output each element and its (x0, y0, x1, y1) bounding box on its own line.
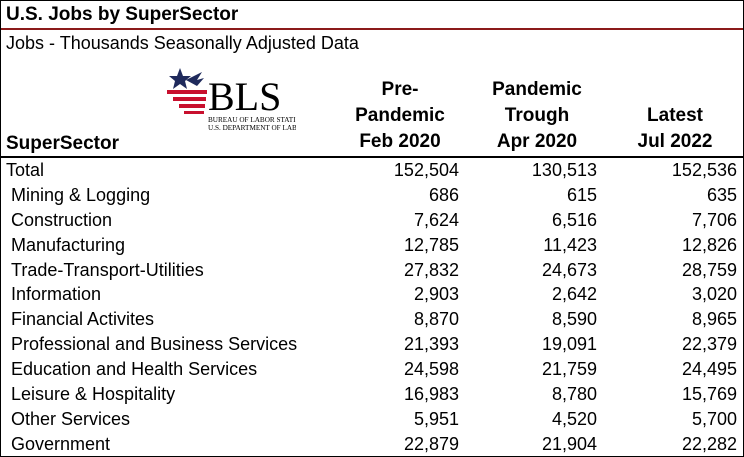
logo-wing (186, 72, 204, 86)
pandemic-trough-cell: 24,673 (541, 259, 597, 280)
header-pre-line-1: Pre- (381, 79, 419, 100)
table-subtitle: Jobs - Thousands Seasonally Adjusted Dat… (6, 33, 359, 53)
bls-eagle-icon (167, 68, 207, 114)
latest-cell: 8,965 (691, 309, 737, 330)
header-trough-line-3: Apr 2020 (496, 131, 578, 152)
pre-pandemic-cell: 27,832 (403, 259, 459, 280)
latest-cell: 5,700 (691, 408, 737, 429)
pandemic-trough-cell: 615 (566, 184, 597, 205)
table-row: Manufacturing 12,785 11,423 12,826 (1, 233, 743, 258)
latest-cell: 635 (706, 184, 737, 205)
pre-pandemic-cell: 12,785 (403, 234, 459, 255)
table-body: Total 152,504 130,513 152,536 Mining & Loggi… (1, 158, 743, 457)
pandemic-trough-cell: 21,759 (541, 359, 597, 380)
sector-name-cell: Total (6, 160, 45, 180)
header-latest: Latest Jul 2022 (613, 77, 737, 155)
header-pre-pandemic: Pre- Pandemic Feb 2020 (341, 77, 459, 155)
latest-cell: 22,282 (681, 433, 737, 454)
header-pandemic-trough: Pandemic Trough Apr 2020 (475, 77, 599, 155)
table-row: Construction 7,624 6,516 7,706 (1, 208, 743, 233)
header-latest-line-1: Latest (647, 105, 703, 126)
sector-name-cell: Manufacturing (11, 234, 126, 255)
latest-cell: 152,536 (671, 160, 737, 180)
latest-cell: 24,495 (681, 359, 737, 380)
header-pre-line-3: Feb 2020 (359, 131, 441, 152)
pandemic-trough-cell: 19,091 (541, 334, 597, 355)
pre-pandemic-cell: 16,983 (403, 384, 459, 405)
logo-wordmark: BLS (208, 74, 281, 119)
logo-line-1: BUREAU OF LABOR STATISTICS (208, 116, 296, 124)
bls-logo: BLS BUREAU OF LABOR STATISTICS U.S. DEPA… (167, 68, 296, 132)
pre-pandemic-cell: 5,951 (413, 408, 459, 429)
sector-name-cell: Financial Activites (11, 309, 155, 330)
latest-cell: 12,826 (681, 234, 737, 255)
latest-cell: 28,759 (681, 259, 737, 280)
latest-cell: 7,706 (691, 209, 737, 230)
latest-cell: 22,379 (681, 334, 737, 355)
pre-pandemic-cell: 24,598 (403, 359, 459, 380)
header-trough-line-2: Trough (504, 105, 570, 126)
logo-stripe-2 (173, 97, 206, 101)
sector-name-cell: Information (11, 284, 102, 305)
logo-stripe-3 (179, 104, 205, 108)
logo-line-2: U.S. DEPARTMENT OF LABOR (208, 124, 296, 132)
table-row: Government 22,879 21,904 22,282 (1, 432, 743, 457)
table-row: Leisure & Hospitality 16,983 8,780 15,769 (1, 382, 743, 407)
sector-name-cell: Education and Health Services (11, 359, 258, 380)
table-row: Professional and Business Services 21,393… (1, 332, 743, 357)
header-latest-line-2: Jul 2022 (637, 131, 713, 152)
logo-stripe-1 (167, 90, 207, 94)
latest-cell: 3,020 (691, 284, 737, 305)
table-row: Mining & Logging 686 615 635 (1, 183, 743, 208)
pre-pandemic-cell: 2,903 (413, 284, 459, 305)
pandemic-trough-cell: 8,590 (551, 309, 597, 330)
table-row: Financial Activites 8,870 8,590 8,965 (1, 307, 743, 332)
logo-stripe-4 (184, 111, 204, 114)
pre-pandemic-cell: 7,624 (413, 209, 459, 230)
header-sector: SuperSector (6, 133, 119, 154)
table-row: Trade-Transport-Utilities 27,832 24,673 28,… (1, 258, 743, 283)
table-title: U.S. Jobs by SuperSector (1, 1, 743, 30)
pandemic-trough-cell: 21,904 (541, 433, 597, 454)
table-row: Education and Health Services 24,598 21,75… (1, 357, 743, 382)
sector-name-cell: Mining & Logging (11, 184, 151, 205)
pre-pandemic-cell: 686 (428, 184, 459, 205)
sector-name-cell: Government (11, 433, 111, 454)
pandemic-trough-cell: 6,516 (551, 209, 597, 230)
pandemic-trough-cell: 4,520 (551, 408, 597, 429)
pre-pandemic-cell: 21,393 (403, 334, 459, 355)
header-divider (1, 156, 743, 158)
pandemic-trough-cell: 11,423 (543, 234, 597, 255)
sector-name-cell: Professional and Business Services (11, 334, 298, 355)
pre-pandemic-cell: 8,870 (413, 309, 459, 330)
table-row: Other Services 5,951 4,520 5,700 (1, 407, 743, 432)
header-trough-line-1: Pandemic (492, 79, 582, 100)
table-row: Information 2,903 2,642 3,020 (1, 282, 743, 307)
latest-cell: 15,769 (681, 384, 737, 405)
sector-name-cell: Construction (11, 209, 113, 230)
pandemic-trough-cell: 2,642 (551, 284, 597, 305)
pre-pandemic-cell: 152,504 (393, 160, 459, 180)
header-pre-line-2: Pandemic (355, 105, 445, 126)
sector-name-cell: Trade-Transport-Utilities (11, 259, 204, 280)
sector-name-cell: Other Services (11, 408, 131, 429)
pre-pandemic-cell: 22,879 (403, 433, 459, 454)
pandemic-trough-cell: 130,513 (531, 160, 597, 180)
logo-star (169, 68, 191, 89)
pandemic-trough-cell: 8,780 (551, 384, 597, 405)
table-row: Total 152,504 130,513 152,536 (1, 158, 743, 183)
sector-name-cell: Leisure & Hospitality (11, 384, 176, 405)
